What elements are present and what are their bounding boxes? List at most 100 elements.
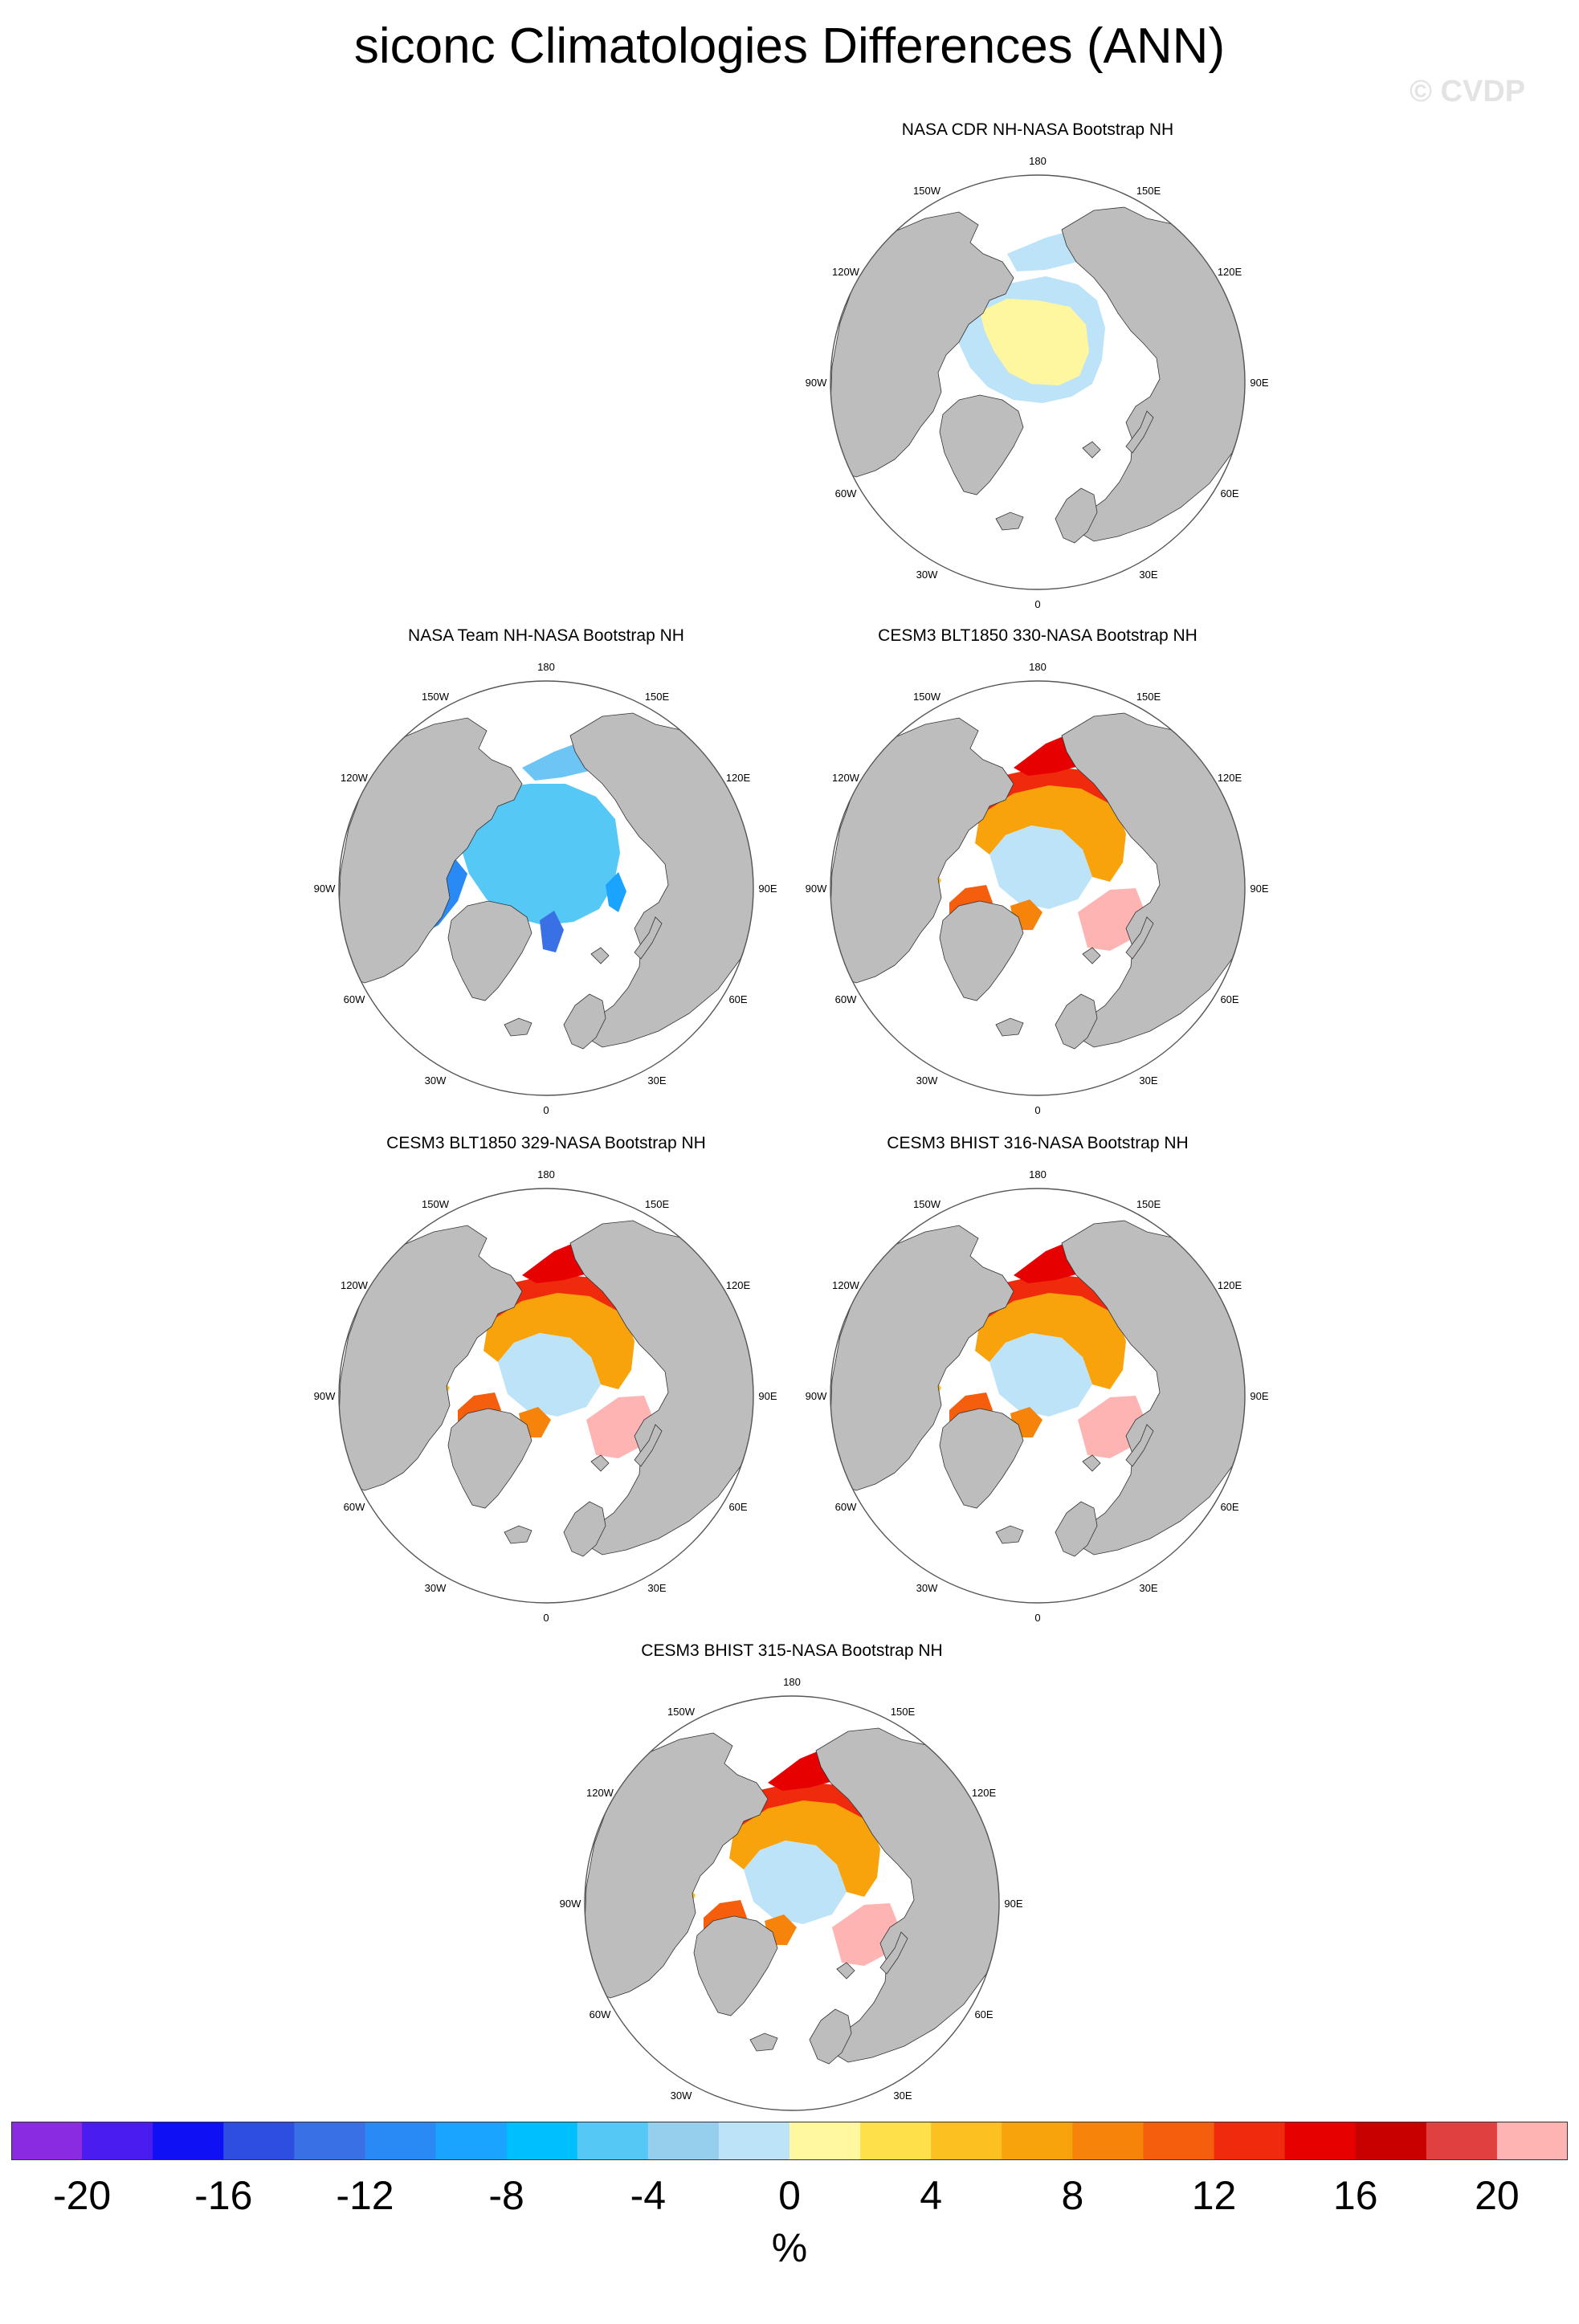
colorbar-swatch	[1002, 2122, 1073, 2160]
longitude-label: 30E	[647, 1582, 666, 1594]
longitude-label: 120E	[1218, 772, 1242, 784]
figure-title: siconc Climatologies Differences (ANN)	[353, 18, 1226, 74]
map-border	[338, 1188, 754, 1604]
colorbar-tick-label: -12	[336, 2173, 394, 2218]
longitude-label: 60W	[590, 2008, 611, 2020]
land-mask	[590, 947, 610, 964]
map-panel-bhist-315: CESM3 BHIST 315-NASA Bootstrap NH 180 150…	[527, 1641, 1057, 2155]
map-panel-cdr: NASA CDR NH-NASA Bootstrap NH 180 150E 120…	[773, 120, 1303, 634]
longitude-label: 90E	[1250, 377, 1268, 389]
land-mask	[504, 1525, 532, 1544]
longitude-label: 180	[537, 1168, 555, 1180]
longitude-label: 60E	[1220, 487, 1238, 499]
longitude-label: 30E	[1139, 1074, 1157, 1087]
longitude-label: 60W	[344, 993, 365, 1005]
colorbar-swatch	[223, 2122, 295, 2160]
land-mask	[1125, 1424, 1154, 1467]
longitude-label: 30W	[425, 1074, 447, 1087]
panel-title: CESM3 BHIST 316-NASA Bootstrap NH	[887, 1134, 1189, 1152]
longitude-label: 180	[1029, 1168, 1047, 1180]
colorbar-swatch	[506, 2122, 578, 2160]
longitude-label: 30W	[916, 569, 938, 581]
colorbar-swatch	[1214, 2122, 1286, 2160]
longitude-label: 150W	[913, 691, 941, 703]
sea-ice-difference-field	[989, 826, 1092, 909]
longitude-label: 60E	[728, 1501, 747, 1513]
map-border	[830, 1188, 1246, 1604]
longitude-label: 60E	[974, 2008, 993, 2020]
longitude-label: 150W	[422, 1198, 450, 1210]
longitude-label: 60W	[835, 487, 857, 499]
sea-ice-difference-field	[744, 1841, 847, 1924]
land-mask	[634, 916, 663, 960]
land-mask	[995, 1017, 1024, 1037]
colorbar-swatch	[1426, 2122, 1498, 2160]
longitude-label: 0	[543, 1104, 549, 1116]
land-mask	[447, 900, 532, 1001]
longitude-label: 90E	[758, 883, 777, 895]
sea-ice-difference-field	[989, 1333, 1092, 1417]
longitude-label: 120W	[832, 266, 860, 278]
longitude-label: 180	[1029, 661, 1047, 673]
map-border	[584, 1695, 1000, 2111]
longitude-label: 60W	[835, 1501, 857, 1513]
longitude-label: 30W	[425, 1582, 447, 1594]
land-mask	[995, 1525, 1024, 1544]
sea-ice-difference-field	[975, 1285, 1126, 1389]
longitude-label: 60E	[1220, 993, 1238, 1005]
panel-title: NASA Team NH-NASA Bootstrap NH	[408, 626, 684, 645]
colorbar-tick-label: -16	[194, 2173, 253, 2218]
longitude-label: 90E	[1250, 883, 1268, 895]
cvdp-watermark: © CVDP	[1410, 75, 1526, 108]
colorbar-swatch	[294, 2122, 365, 2160]
longitude-label: 120E	[1218, 1279, 1242, 1291]
colorbar-swatch	[860, 2122, 932, 2160]
longitude-label: 120W	[586, 1787, 614, 1799]
longitude-label: 120W	[341, 1279, 369, 1291]
longitude-label: 120E	[972, 1787, 997, 1799]
longitude-label: 30E	[647, 1074, 666, 1087]
land-mask	[634, 1424, 663, 1467]
sea-ice-difference-field	[729, 1792, 880, 1897]
colorbar-tick-label: 0	[778, 2173, 801, 2218]
longitude-label: 30W	[916, 1582, 938, 1594]
colorbar-swatch	[1284, 2122, 1357, 2160]
longitude-label: 0	[1034, 1104, 1040, 1116]
land-mask	[1082, 947, 1101, 964]
longitude-label: 120W	[832, 772, 860, 784]
panel-title: CESM3 BHIST 315-NASA Bootstrap NH	[641, 1641, 943, 1660]
colorbar-swatch	[365, 2122, 437, 2160]
colorbar-swatch	[82, 2122, 153, 2160]
map-panel-bhist-316: CESM3 BHIST 316-NASA Bootstrap NH 180 150…	[773, 1134, 1303, 1648]
longitude-label: 90W	[806, 377, 827, 389]
colorbar-swatch	[577, 2122, 649, 2160]
longitude-label: 150W	[913, 185, 941, 197]
map-border	[830, 680, 1246, 1096]
colorbar-swatch	[1072, 2122, 1144, 2160]
longitude-label: 150E	[645, 1198, 670, 1210]
land-mask	[1125, 410, 1154, 454]
map-panel-team: NASA Team NH-NASA Bootstrap NH 180 150E 12…	[281, 626, 811, 1140]
land-mask	[1055, 1501, 1098, 1557]
land-mask	[563, 1501, 606, 1557]
map-border	[338, 680, 754, 1096]
land-mask	[879, 1931, 908, 1975]
longitude-label: 150E	[1136, 691, 1161, 703]
colorbar-swatch	[790, 2122, 861, 2160]
land-mask	[693, 1915, 778, 2016]
land-mask	[1055, 487, 1098, 544]
colorbar-tick-label: 20	[1475, 2173, 1520, 2218]
longitude-label: 0	[1034, 598, 1040, 610]
land-mask	[1055, 993, 1098, 1050]
land-mask	[563, 993, 606, 1050]
longitude-label: 90E	[1250, 1390, 1268, 1402]
longitude-label: 30E	[1139, 569, 1157, 581]
land-mask	[995, 512, 1024, 531]
land-mask	[447, 1408, 532, 1509]
longitude-label: 120W	[832, 1279, 860, 1291]
land-mask	[590, 1454, 610, 1472]
